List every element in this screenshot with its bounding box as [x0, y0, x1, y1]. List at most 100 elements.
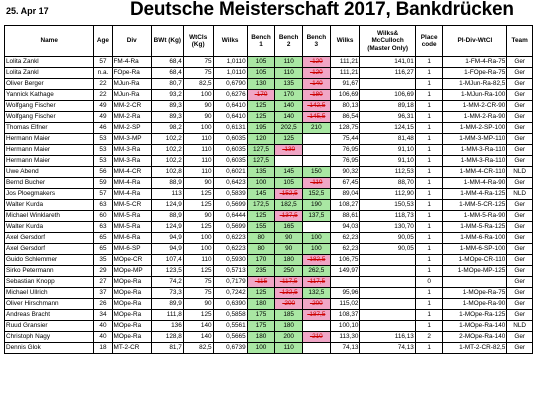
table-row: Sebastian Knopp 27 MOpe-Ra 74,2 75 0,7179 -115… [3, 276, 533, 288]
cell-bench1: 180 [246, 298, 276, 310]
cell-mcculloch: 116,13 [359, 331, 416, 343]
cell-bench3: 210 [302, 122, 331, 134]
cell-mcculloch: 112,90 [359, 188, 416, 200]
cell-bench1: 105 [246, 56, 276, 68]
cell-pl-div: 1-MOpe-Ra-90 [442, 298, 508, 310]
cell-bench3: -110 [302, 177, 331, 189]
cell-bench2: 180 [274, 320, 303, 332]
cell-bwt: 68,4 [150, 67, 184, 79]
cell-wilks-score: 62,23 [329, 232, 361, 244]
cell-place: 1 [414, 166, 444, 178]
cell-pl-div: 1-MM-4-CR-110 [442, 166, 508, 178]
cell-name: Hermann Maier [3, 155, 95, 167]
cell-bench3 [302, 221, 331, 233]
cell-wilks-score: 128,75 [329, 122, 361, 134]
table-row: Hermann Maier 53 MM-3-MP 102,2 110 0,6035 120 1… [3, 133, 533, 145]
cell-pl-div: 1-MM-4-Ra-90 [442, 177, 508, 189]
cell-pl-div: 1-MT-2-CR-82,5 [442, 342, 508, 354]
cell-wtcls: 110 [182, 155, 214, 167]
cell-wilks-score: 62,23 [329, 243, 361, 255]
cell-wilks-score: 111,21 [329, 56, 361, 68]
cell-bwt: 89,3 [150, 100, 184, 112]
cell-age: 56 [93, 166, 113, 178]
cell-bench2: 110 [274, 342, 303, 354]
cell-place: 1 [414, 144, 444, 156]
cell-mcculloch: 96,31 [359, 111, 416, 123]
table-row: Dennis Glok 18 MT-2-CR 81,7 82,5 0,6739 100 110… [3, 342, 533, 354]
cell-age: n.a. [93, 67, 113, 79]
cell-div: MOpe-MP [111, 265, 152, 277]
cell-name: Sebastian Knopp [3, 276, 95, 288]
cell-name: Bernd Bucher [3, 177, 95, 189]
cell-wtcls: 125 [182, 221, 214, 233]
cell-bench2: 182,5 [274, 199, 303, 211]
cell-bench2: 125 [274, 133, 303, 145]
cell-bwt: 89,9 [150, 298, 184, 310]
cell-mcculloch: 89,18 [359, 100, 416, 112]
cell-bench3 [302, 342, 331, 354]
cell-bench1: -115 [246, 276, 276, 288]
cell-team: Ger [506, 276, 533, 288]
cell-name: Ruud Gransier [3, 320, 95, 332]
cell-bwt: 124,9 [150, 199, 184, 211]
cell-pl-div: 2-MOpe-Ra-140 [442, 331, 508, 343]
cell-bwt: 89,3 [150, 111, 184, 123]
cell-age: 46 [93, 122, 113, 134]
table-row: Oliver Hirschmann 26 MOpe-Ra 89,9 90 0,6390 18… [3, 298, 533, 310]
cell-name: Axel Gersdorf [3, 243, 95, 255]
cell-bench1: 155 [246, 221, 276, 233]
cell-age: 35 [93, 254, 113, 266]
cell-wtcls: 125 [182, 309, 214, 321]
results-table: Name Age Div BWt (Kg) WtCls (Kg) Wilks B… [3, 25, 533, 354]
cell-wtcls: 100 [182, 243, 214, 255]
cell-wtcls: 125 [182, 265, 214, 277]
cell-team: Ger [506, 210, 533, 222]
cell-bwt: 111,8 [150, 309, 184, 321]
cell-wilks-score: 91,67 [329, 78, 361, 90]
cell-bwt: 74,2 [150, 276, 184, 288]
cell-bench1: -170 [246, 89, 276, 101]
cell-wilks: 0,6131 [212, 122, 248, 134]
cell-team: Ger [506, 155, 533, 167]
table-row: Michael Ullrich 37 MOpe-Ra 73,3 75 0,7242 125-… [3, 287, 533, 299]
cell-place: 1 [414, 133, 444, 145]
cell-place: 1 [414, 309, 444, 321]
cell-mcculloch [359, 287, 416, 299]
cell-wilks: 0,6035 [212, 133, 248, 145]
cell-team: Ger [506, 221, 533, 233]
cell-bench1: 100 [246, 342, 276, 354]
cell-mcculloch: 106,69 [359, 89, 416, 101]
cell-div: MM-3-Ra [111, 144, 152, 156]
cell-bench2: 170 [274, 89, 303, 101]
cell-wilks-score: 89,04 [329, 188, 361, 200]
cell-place: 1 [414, 122, 444, 134]
cell-mcculloch: 150,53 [359, 199, 416, 211]
cell-div: MJun-Ra [111, 89, 152, 101]
cell-wilks-score: 88,61 [329, 210, 361, 222]
cell-bench3: 100 [302, 243, 331, 255]
cell-bench2: 185 [274, 309, 303, 321]
cell-pl-div: 1-MM-6-Ra-100 [442, 232, 508, 244]
cell-bwt: 136 [150, 320, 184, 332]
cell-team: NLD [506, 320, 533, 332]
cell-bench2: -117,5 [274, 276, 303, 288]
cell-age: 49 [93, 100, 113, 112]
cell-bench1: 175 [246, 320, 276, 332]
cell-wtcls: 75 [182, 287, 214, 299]
cell-wilks-score: 111,21 [329, 67, 361, 79]
cell-pl-div: 1-MOpe-Ra-75 [442, 287, 508, 299]
cell-pl-div: 1-MM-3-Ra-110 [442, 155, 508, 167]
table-row: Jos Ploegmakers 57 MM-4-Ra 113 125 0,5839 145-… [3, 188, 533, 200]
cell-div: MOpe-Ra [111, 309, 152, 321]
cell-bench2: 105 [274, 177, 303, 189]
cell-pl-div: 1-MJun-Ra-100 [442, 89, 508, 101]
cell-pl-div: 1-MM-5-Ra-90 [442, 210, 508, 222]
cell-age: 22 [93, 78, 113, 90]
cell-wilks: 0,5699 [212, 199, 248, 211]
cell-name: Lolita Zankl [3, 67, 95, 79]
cell-wilks-score: 95,96 [329, 287, 361, 299]
cell-div: MM-2-SP [111, 122, 152, 134]
cell-name: Oliver Hirschmann [3, 298, 95, 310]
col-header-pl-div: Pl-Div-WtCl [442, 25, 508, 57]
cell-div: MJun-Ra [111, 78, 152, 90]
